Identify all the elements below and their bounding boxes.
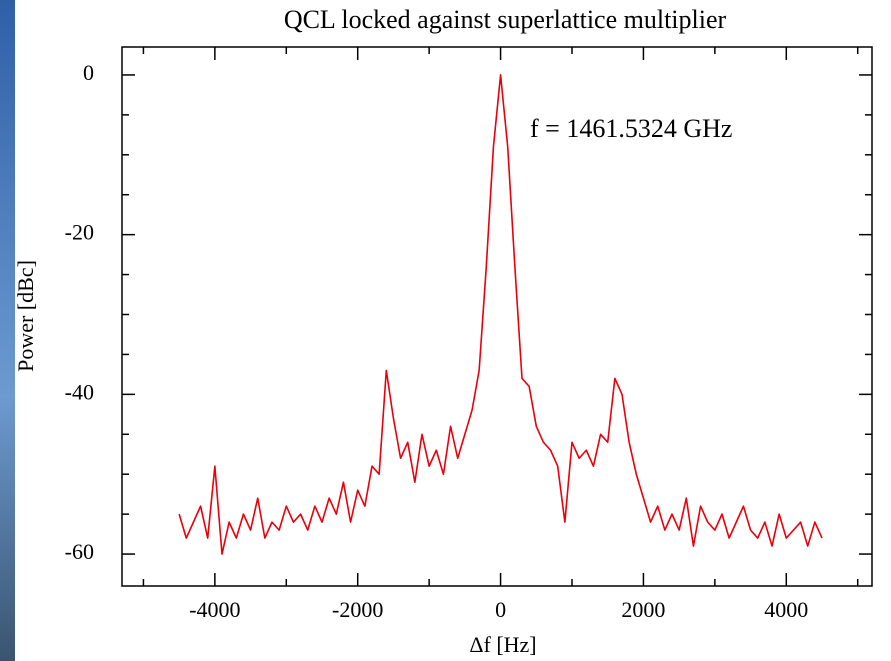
x-tick-label: 0 — [495, 597, 506, 622]
chart-title: QCL locked against superlattice multipli… — [284, 5, 727, 34]
x-tick-label: 4000 — [764, 597, 808, 622]
annotation: f = 1461.5324 GHz — [530, 114, 732, 143]
x-tick-label: -2000 — [332, 597, 383, 622]
panel — [15, 0, 891, 661]
y-tick-label: -20 — [65, 220, 94, 245]
x-axis-label: Δf [Hz] — [469, 632, 536, 657]
y-tick-label: -60 — [65, 539, 94, 564]
y-tick-label: 0 — [83, 60, 94, 85]
spectrum-line — [178, 74, 823, 555]
x-tick-label: 2000 — [621, 597, 665, 622]
y-tick-label: -40 — [65, 379, 94, 404]
y-axis-label: Power [dBc] — [13, 260, 38, 372]
x-tick-label: -4000 — [189, 597, 240, 622]
plot-frame — [121, 46, 873, 587]
